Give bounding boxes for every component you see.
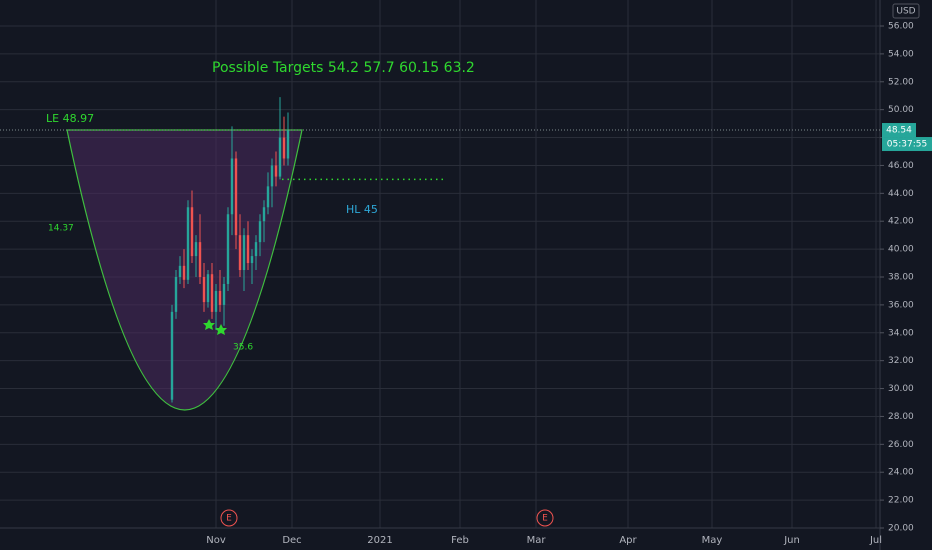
candle-body (286, 130, 290, 159)
y-tick-label: 52.00 (888, 77, 914, 87)
star (203, 319, 215, 330)
last-price-box (882, 123, 916, 138)
x-tick-label: Mar (527, 535, 547, 546)
x-tick-label: Jun (783, 535, 800, 546)
candle-body (258, 221, 262, 243)
y-tick-label: 26.00 (888, 440, 914, 450)
candle-body (178, 265, 182, 277)
x-tick-label: Nov (206, 535, 226, 546)
candle-body (198, 242, 202, 277)
candle-body (210, 274, 214, 312)
x-tick-label: Dec (282, 535, 301, 546)
candle-body (222, 283, 226, 305)
last-price-label: 48.54 (886, 126, 912, 136)
y-tick-label: 22.00 (888, 496, 914, 506)
y-tick-label: 44.00 (888, 189, 914, 199)
countdown-label: 05:37:55 (887, 140, 927, 150)
depth-note: 14.37 (48, 224, 74, 234)
y-tick-label: 28.00 (888, 412, 914, 422)
countdown-box (882, 137, 932, 152)
candle-body (230, 158, 234, 215)
x-tick-label: Feb (451, 535, 469, 546)
low-note: 35.6 (233, 343, 253, 353)
x-tick-label: Jul (869, 535, 882, 546)
candle-body (262, 207, 266, 222)
y-tick-label: 56.00 (888, 22, 914, 32)
candle-body (270, 165, 274, 187)
le-note: LE 48.97 (46, 112, 94, 125)
candle-body (242, 235, 246, 271)
x-tick-label: May (702, 535, 723, 546)
candle-body (170, 311, 174, 400)
y-tick-label: 42.00 (888, 217, 914, 227)
x-tick-label: Apr (619, 535, 637, 546)
candle-body (182, 265, 186, 280)
candle-body (254, 242, 258, 257)
currency: USD (896, 7, 915, 17)
y-tick-label: 50.00 (888, 105, 914, 115)
y-tick-label: 46.00 (888, 161, 914, 171)
candle-body (246, 235, 250, 264)
y-tick-label: 30.00 (888, 384, 914, 394)
y-tick-label: 54.00 (888, 49, 914, 59)
candle-body (194, 242, 198, 257)
candle-body (186, 207, 190, 280)
candle-body (282, 137, 286, 159)
event-label: E (226, 514, 232, 524)
y-tick-label: 38.00 (888, 273, 914, 283)
candle-body (234, 158, 238, 236)
candle-body (218, 290, 222, 305)
candles (170, 97, 290, 403)
candle-body (174, 277, 178, 312)
candle-body (274, 165, 278, 177)
currency-box (892, 3, 920, 19)
candle-body (206, 274, 210, 303)
candle-body (190, 207, 194, 257)
candle-body (278, 137, 282, 177)
y-tick-label: 32.00 (888, 356, 914, 366)
y-tick-label: 34.00 (888, 328, 914, 338)
targets-note: Possible Targets 54.2 57.7 60.15 63.2 (212, 60, 475, 76)
star (215, 324, 227, 335)
event-marker (220, 509, 238, 527)
hl-note: HL 45 (346, 203, 378, 216)
event-marker (536, 509, 554, 527)
y-tick-label: 36.00 (888, 300, 914, 310)
y-tick-label: 24.00 (888, 468, 914, 478)
candle-body (214, 290, 218, 312)
candle-body (226, 214, 230, 284)
candle-body (202, 277, 206, 303)
x-tick-label: 2021 (367, 535, 392, 546)
candle-body (250, 256, 254, 264)
candle-body (266, 186, 270, 208)
event-label: E (542, 514, 548, 524)
y-tick-label: 40.00 (888, 245, 914, 255)
candle-body (238, 235, 242, 271)
y-tick-label: 20.00 (888, 524, 914, 534)
